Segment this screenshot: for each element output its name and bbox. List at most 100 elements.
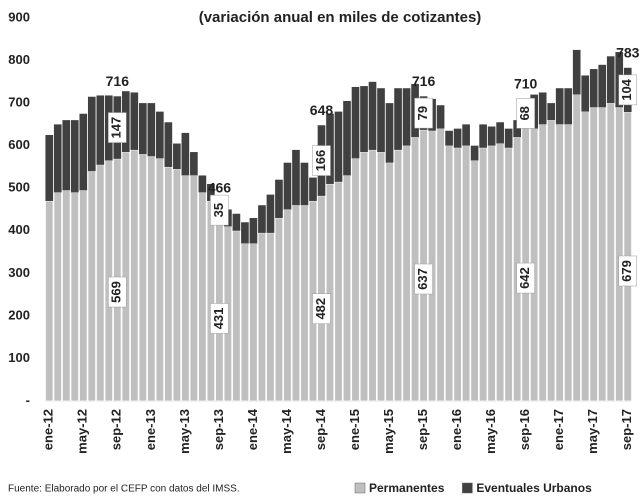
total-label: 716	[106, 73, 130, 89]
bar-segment	[513, 120, 521, 138]
y-tick-label: 200	[8, 307, 30, 322]
bar-segment	[62, 120, 71, 191]
bar-segment	[368, 149, 377, 402]
legend-label: Permanentes	[369, 481, 445, 495]
bar-segment	[478, 147, 488, 402]
bar-segment	[79, 189, 88, 402]
bar-segment	[470, 160, 479, 402]
data-label: 679	[619, 260, 634, 282]
bar-segment	[70, 192, 80, 402]
bar-segment	[496, 122, 504, 144]
bar-segment	[130, 149, 139, 402]
bar-segment	[283, 162, 292, 210]
label-box	[210, 303, 229, 334]
y-tick-label: 300	[8, 265, 30, 280]
bar-segment	[189, 175, 199, 402]
bar-segment	[402, 88, 411, 146]
label-box	[312, 293, 331, 324]
bar-segment	[342, 175, 352, 402]
label-box	[414, 263, 433, 295]
bar-segment	[207, 183, 215, 201]
bar-segment	[343, 100, 351, 176]
y-tick-label: -	[26, 392, 30, 407]
bar-segment	[487, 145, 496, 402]
bar-segment	[394, 88, 402, 150]
bar-segment	[461, 145, 471, 402]
total-label: 466	[208, 179, 232, 195]
bar-segment	[504, 147, 513, 402]
data-label: 642	[517, 267, 532, 289]
y-tick-label: 600	[8, 137, 30, 152]
total-label: 716	[412, 73, 436, 89]
bar-segment	[87, 96, 96, 172]
x-tick-label: sep-16	[517, 409, 532, 450]
y-tick-label: 900	[8, 9, 30, 24]
bar-segment	[393, 149, 403, 402]
bar-segment	[351, 86, 360, 159]
bar-segment	[96, 164, 105, 402]
bar-segment	[138, 153, 148, 402]
legend-label: Eventuales Urbanos	[476, 481, 592, 495]
bar-segment	[563, 123, 573, 402]
x-tick-label: sep-13	[211, 409, 226, 450]
data-label: 637	[415, 268, 430, 290]
bar-segment	[274, 217, 284, 402]
bar-segment	[580, 111, 590, 402]
bar-segment	[359, 151, 369, 402]
bar-segment	[275, 179, 283, 219]
x-tick-label: ene-17	[551, 409, 566, 450]
bar-segment	[385, 103, 394, 163]
bar-segment	[385, 162, 394, 402]
x-tick-label: ene-14	[245, 408, 260, 450]
bar-segment	[572, 49, 581, 95]
bar-segment	[164, 122, 173, 167]
y-tick-label: 800	[8, 52, 30, 67]
data-label: 35	[211, 203, 226, 217]
x-tick-label: may-12	[75, 409, 90, 454]
data-label: 68	[517, 106, 532, 120]
bar-segment	[402, 145, 411, 402]
bar-segment	[598, 64, 607, 108]
bar-segment	[240, 243, 250, 402]
bar-segment	[173, 143, 181, 170]
x-tick-label: may-17	[585, 409, 600, 454]
bar-segment	[249, 243, 258, 402]
bar-segment	[147, 155, 156, 402]
bar-segment	[462, 124, 470, 146]
bar-segment	[53, 124, 62, 193]
bar-segment	[581, 75, 590, 112]
bar-segment	[547, 103, 556, 121]
bar-segment	[546, 119, 556, 402]
bar-segment	[257, 232, 267, 402]
x-tick-label: sep-17	[619, 409, 634, 450]
bar-segment	[453, 128, 462, 148]
bar-segment	[368, 81, 377, 150]
bar-segment	[206, 200, 216, 402]
bar-segment	[334, 111, 343, 182]
bar-segment	[495, 143, 505, 402]
y-tick-label: 700	[8, 95, 30, 110]
bar-segment	[190, 152, 198, 176]
bar-segment	[130, 92, 139, 150]
bar-segment	[300, 204, 309, 402]
legend-swatch	[354, 482, 366, 494]
data-label: 104	[619, 78, 634, 100]
bar-segment	[309, 177, 317, 201]
bar-segment	[79, 113, 88, 191]
label-box	[516, 98, 535, 129]
bar-segment	[504, 128, 513, 148]
bar-segment	[572, 94, 581, 402]
x-tick-label: ene-12	[41, 409, 56, 450]
total-label: 710	[514, 76, 538, 92]
bar-segment	[232, 230, 241, 402]
bar-segment	[300, 162, 309, 206]
label-box	[108, 276, 127, 308]
bar-segment	[232, 213, 241, 231]
data-label: 147	[109, 117, 124, 139]
bar-segment	[589, 106, 598, 402]
bar-segment	[325, 183, 335, 402]
y-tick-label: 400	[8, 222, 30, 237]
x-tick-label: may-13	[177, 409, 192, 454]
x-tick-label: may-16	[483, 409, 498, 454]
